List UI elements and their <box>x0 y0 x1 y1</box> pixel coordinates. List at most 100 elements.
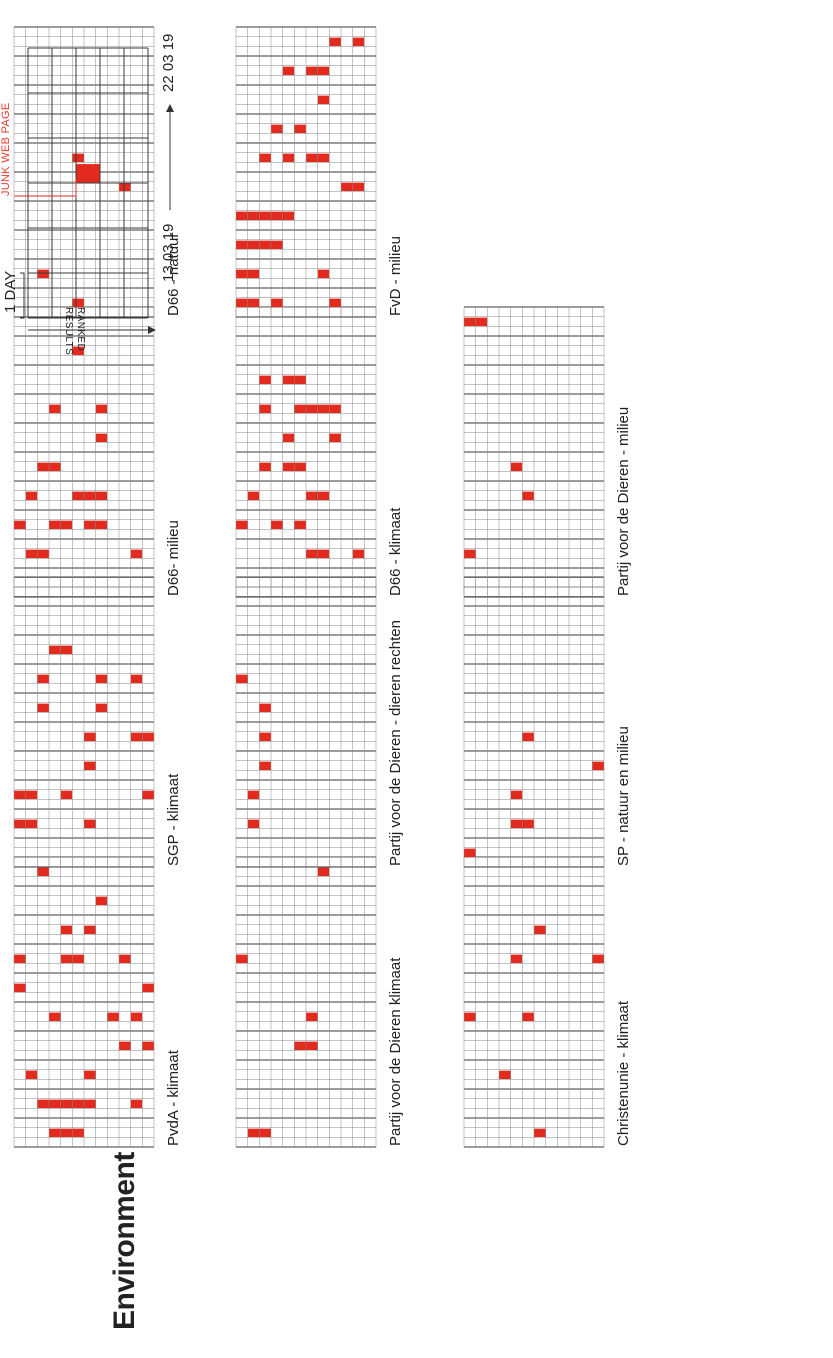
heatmap-panel: FvD - milieu <box>235 20 480 318</box>
heatmap-grid <box>463 576 605 868</box>
junk-cell <box>247 211 260 221</box>
grid-group <box>13 576 155 868</box>
junk-cell <box>464 317 476 327</box>
junk-cell <box>329 37 342 47</box>
junk-cell <box>37 1099 50 1109</box>
junk-cell <box>259 240 272 250</box>
junk-cell <box>95 433 108 443</box>
junk-cell <box>142 983 154 993</box>
junk-cell <box>25 549 38 559</box>
junk-cell <box>306 1012 318 1022</box>
junk-cell <box>72 153 84 163</box>
junk-cell <box>306 404 318 414</box>
junk-cell <box>49 1099 61 1109</box>
junk-cell <box>14 790 26 800</box>
junk-cell <box>84 1070 96 1080</box>
junk-cell <box>247 240 260 250</box>
heatmap-grid <box>13 856 155 1148</box>
junk-cell <box>236 240 248 250</box>
legend-grid <box>14 47 174 334</box>
junk-cell <box>119 954 131 964</box>
grid-group <box>235 576 377 868</box>
junk-cell <box>60 1128 73 1138</box>
junk-cell <box>25 790 38 800</box>
junk-cell <box>84 925 96 935</box>
junk-cell <box>130 732 143 742</box>
junk-cell <box>510 790 523 800</box>
panel-caption: Partij voor de Dieren klimaat <box>387 957 404 1146</box>
junk-cell <box>522 732 534 742</box>
junk-cell <box>282 433 295 443</box>
grid-group <box>235 26 377 318</box>
junk-cell <box>259 153 272 163</box>
legend-junk-pointer <box>14 179 77 197</box>
panel-caption: Partij voor de Dieren - dieren rechten <box>387 620 404 866</box>
junk-cell <box>72 298 84 308</box>
grid-group <box>463 856 605 1148</box>
junk-cell <box>49 1012 61 1022</box>
junk-cell <box>329 433 342 443</box>
junk-cell <box>95 674 108 684</box>
heatmap-grid <box>235 576 377 868</box>
junk-cell <box>236 269 248 279</box>
junk-cell <box>271 211 283 221</box>
panel-caption: Christenunie - klimaat <box>615 1000 632 1146</box>
junk-cell <box>130 549 143 559</box>
junk-cell <box>84 819 96 829</box>
junk-cell <box>294 520 306 530</box>
junk-cell <box>522 1012 534 1022</box>
junk-cell <box>247 298 260 308</box>
junk-cell <box>119 182 131 192</box>
junk-cell <box>49 404 61 414</box>
heatmap-grid <box>235 306 377 598</box>
junk-cell <box>294 1041 306 1051</box>
heatmap-panel: Christenunie - klimaat <box>463 850 708 1148</box>
junk-cell <box>282 211 295 221</box>
junk-cell <box>259 1128 272 1138</box>
junk-cell <box>352 182 365 192</box>
junk-cell <box>119 1041 131 1051</box>
junk-cell <box>25 491 38 501</box>
junk-cell <box>282 153 295 163</box>
junk-cell <box>95 404 108 414</box>
legend-junk-label: JUNK WEB PAGE <box>0 102 12 196</box>
panel-caption: SP - natuur en milieu <box>615 726 632 866</box>
grid-group <box>235 856 377 1148</box>
junk-cell <box>236 674 248 684</box>
junk-cell <box>60 790 73 800</box>
junk-cell <box>271 298 283 308</box>
grid-group <box>463 576 605 868</box>
heatmap-panel: Partij voor de Dieren - dieren rechten <box>235 570 480 868</box>
junk-cell <box>14 983 26 993</box>
junk-cell <box>25 1070 38 1080</box>
junk-cell <box>247 819 260 829</box>
junk-cell <box>72 954 84 964</box>
panel-caption: FvD - milieu <box>387 235 404 316</box>
junk-cell <box>271 520 283 530</box>
panel-caption: D66- milieu <box>165 520 182 596</box>
heatmap-panel: D66 - klimaat <box>235 300 480 598</box>
junk-cell <box>282 66 295 76</box>
legend-day-bracket <box>20 272 25 319</box>
junk-cell <box>247 1128 260 1138</box>
junk-cell <box>37 703 50 713</box>
junk-cell <box>142 790 154 800</box>
junk-cell <box>464 549 476 559</box>
junk-cell <box>294 404 306 414</box>
junk-cell <box>60 954 73 964</box>
junk-cell <box>95 491 108 501</box>
junk-cell <box>37 867 50 877</box>
junk-cell <box>259 462 272 472</box>
heatmap-grid <box>463 856 605 1148</box>
junk-cell <box>475 317 488 327</box>
junk-cell <box>317 153 330 163</box>
junk-cell <box>592 954 604 964</box>
junk-cell <box>317 404 330 414</box>
junk-cell <box>352 37 365 47</box>
junk-cell <box>142 1041 154 1051</box>
junk-cell <box>72 1099 84 1109</box>
junk-cell <box>341 182 353 192</box>
legend-junk-cell <box>76 164 100 183</box>
